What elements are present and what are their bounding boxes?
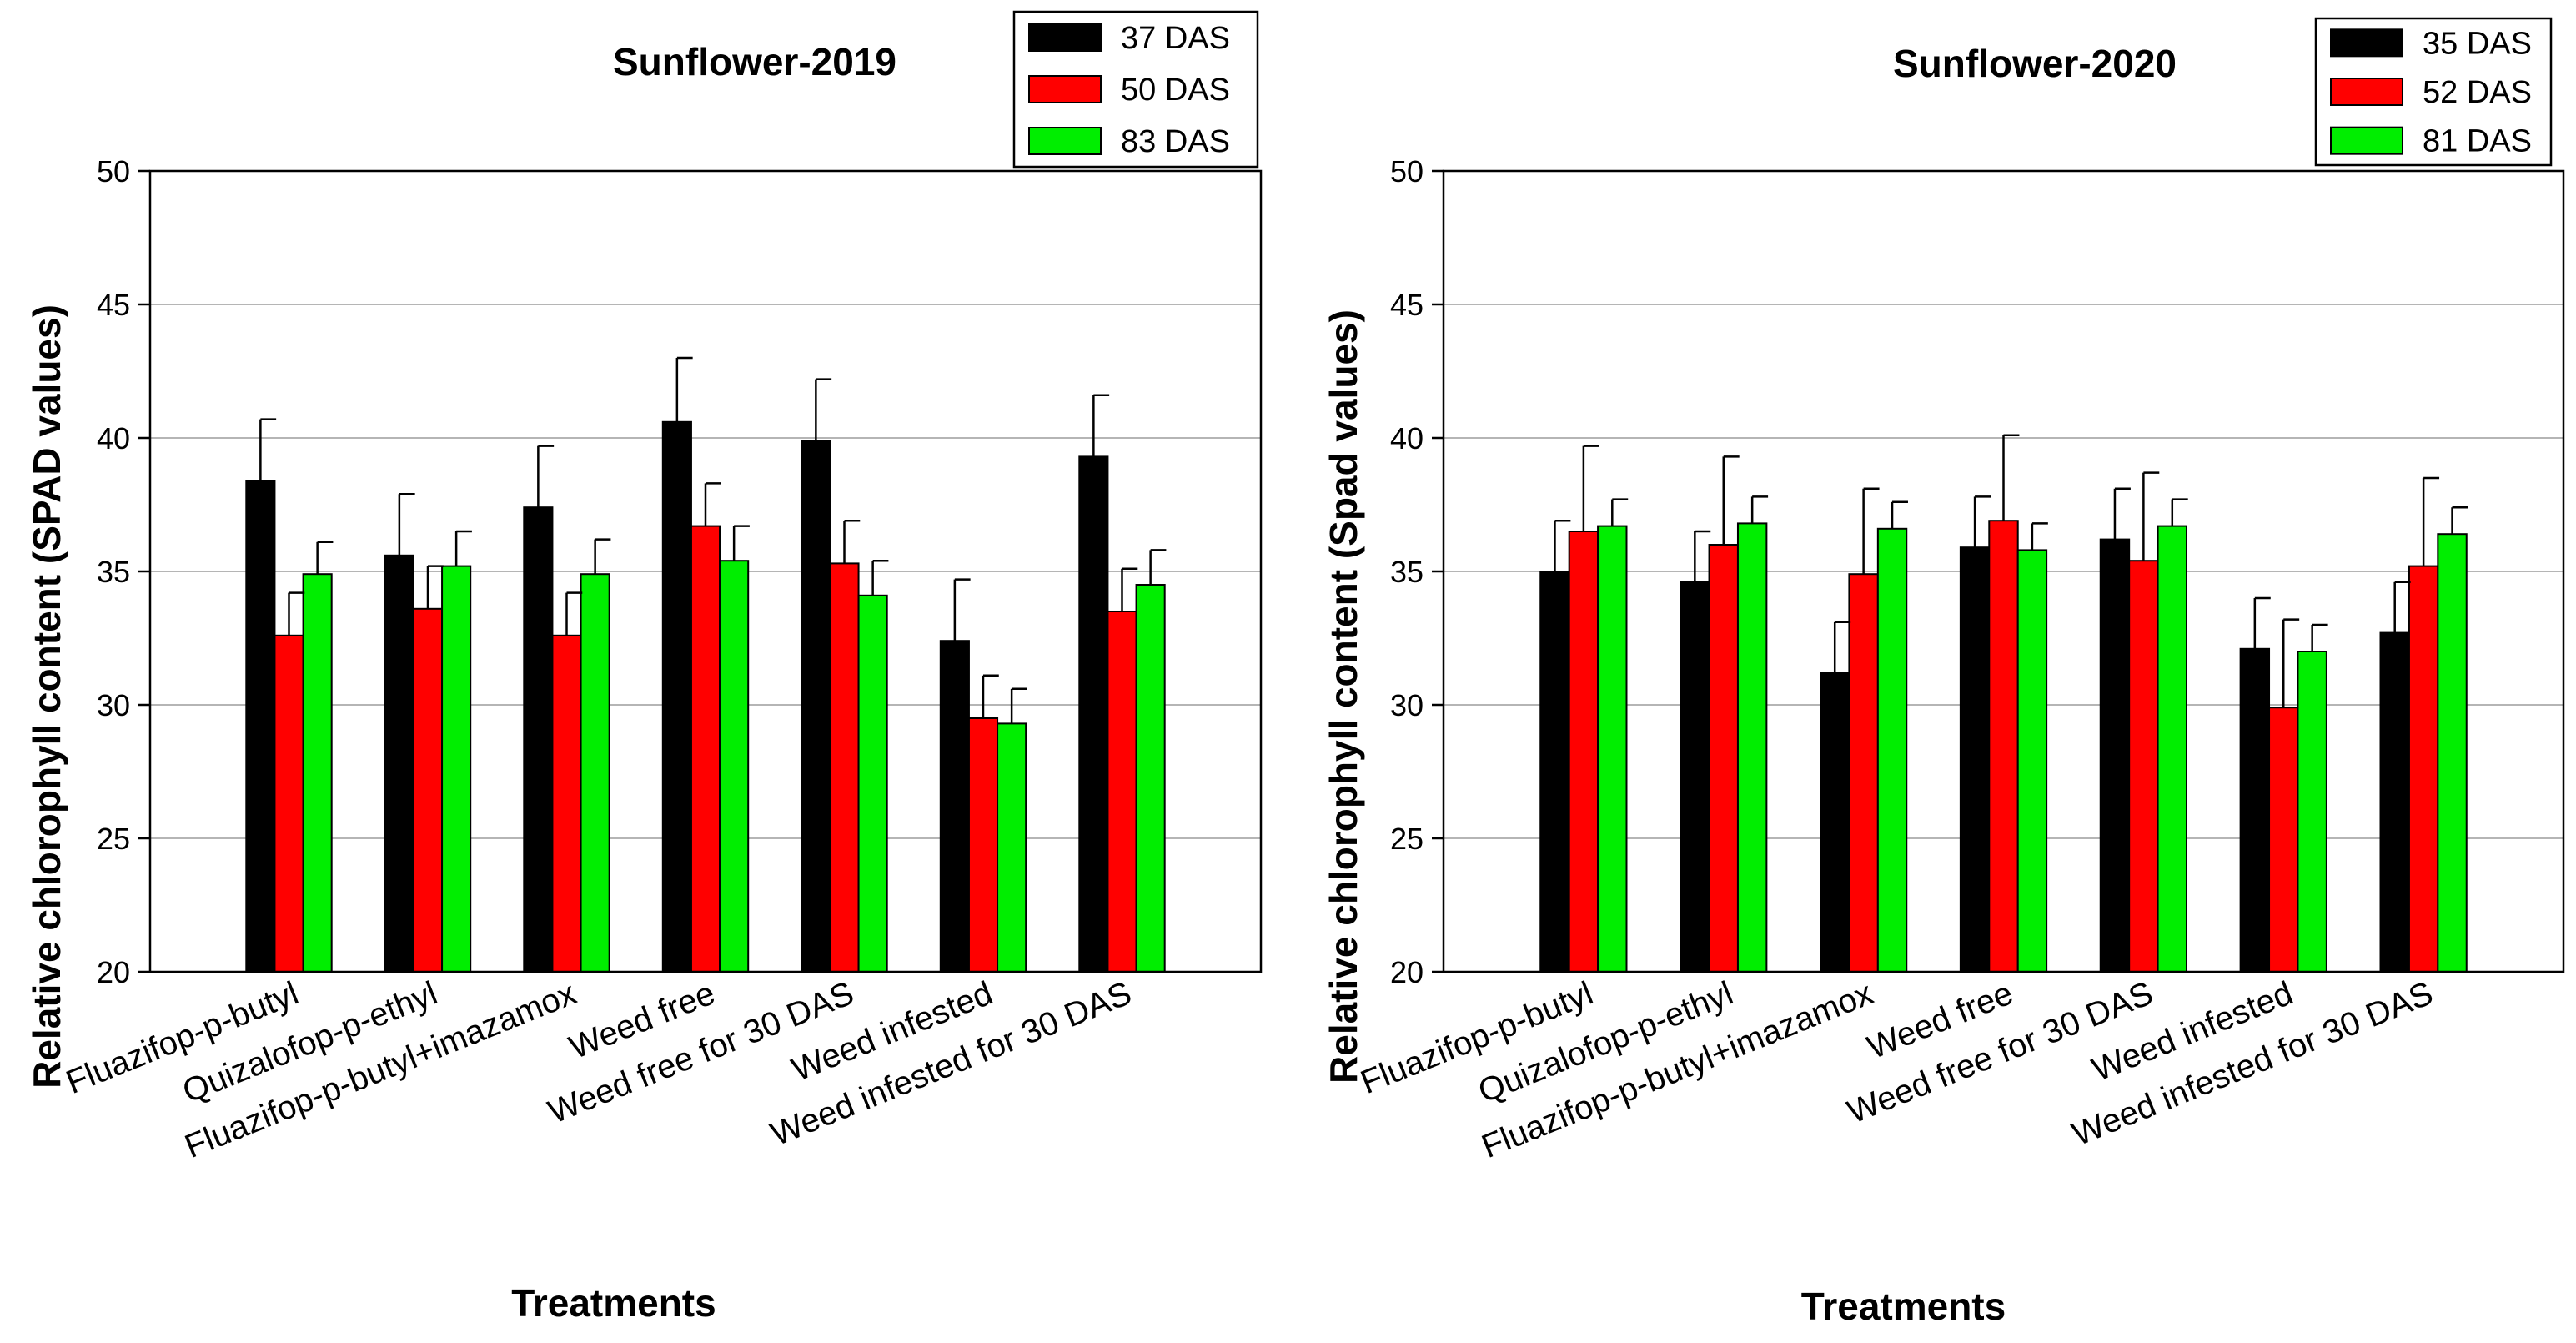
bar [1568,531,1599,973]
legend: 35 DAS 52 DAS 81 DAS [2314,17,2553,167]
bar [384,554,414,973]
y-axis-title: Relative chlorophyll content (Spad value… [1322,309,1365,1084]
bar [2437,533,2468,973]
legend-swatch [2330,78,2403,106]
y-tick-label: 35 [1390,555,1424,589]
bar [939,640,970,973]
y-tick-label: 40 [1390,421,1424,455]
bars [245,420,1166,973]
bar [690,525,721,973]
y-axis-title: Relative chlorophyll content (SPAD value… [25,304,68,1089]
legend-swatch [1028,75,1102,103]
bar [2297,651,2327,973]
bar [1959,546,1991,973]
error-bars [1554,434,2468,708]
bar [441,565,472,973]
legend: 37 DAS 50 DAS 83 DAS [1012,10,1259,169]
bar [302,573,333,973]
bar [1736,522,1768,973]
bar [2268,707,2299,973]
y-tick-label: 50 [1390,154,1424,189]
bar [1820,672,1850,973]
bar [1988,520,2019,973]
bar [580,573,610,973]
legend-label: 50 DAS [1121,73,1230,108]
bar [829,562,860,973]
bar [551,634,582,973]
bar [412,607,444,973]
bar [2016,549,2048,973]
x-axis: Fluazifop-p-butylQuizalofop-p-ethylFluaz… [1356,975,2438,1166]
legend-label: 52 DAS [2423,75,2532,110]
y-tick-label: 25 [97,822,130,856]
bar [997,722,1027,973]
legend-swatch [1028,127,1102,155]
bar [1848,573,1879,973]
bar [245,480,276,973]
x-axis-title: Treatments [511,1281,716,1325]
bars [1539,520,2468,973]
bar [1135,584,1166,973]
y-tick-label: 50 [97,154,130,189]
bar [661,420,692,973]
bar [2157,525,2187,973]
legend-label: 81 DAS [2423,124,2532,159]
chart-panel-2020: 20 25 30 35 40 45 50 Fluazifop-p-butylQuizalof… [1322,17,2565,1328]
bar [2239,647,2271,973]
chart-title: Sunflower-2019 [613,40,896,83]
bar [1708,544,1739,973]
legend-swatch [2330,28,2403,58]
y-tick-label: 20 [97,955,130,989]
legend-swatch [1028,23,1102,52]
bar [801,440,831,973]
x-axis-title: Treatments [1801,1285,2006,1328]
bar [2379,631,2410,973]
bar [1107,611,1137,973]
y-axis: 20 25 30 35 40 45 50 [97,154,150,989]
y-tick-label: 45 [97,288,130,322]
bar [1597,525,1628,973]
y-axis: 20 25 30 35 40 45 50 [1390,154,1444,989]
bar [1680,581,1710,973]
bar [719,560,750,973]
bar [2099,538,2131,973]
legend-swatch [2330,126,2403,155]
bar [2408,565,2439,973]
chart-title: Sunflower-2020 [1893,42,2177,85]
x-axis: Fluazifop-p-butylQuizalofop-p-ethylFluaz… [61,975,1137,1166]
bar [1876,527,1908,973]
legend-label: 37 DAS [1121,21,1230,56]
bar [967,717,999,973]
error-bars [259,356,1167,724]
bar [274,634,304,973]
bar [523,506,554,973]
chart-panel-2019: 20 25 30 35 40 45 50 Fluazifop-p-butylQuizalof… [25,10,1263,1325]
legend-label: 83 DAS [1121,124,1230,159]
y-tick-label: 35 [97,555,130,589]
y-tick-label: 40 [97,421,130,455]
bar [2128,560,2159,973]
bar [1539,571,1570,973]
bar [1078,455,1109,973]
y-tick-label: 20 [1390,955,1424,989]
legend-label: 35 DAS [2423,26,2532,61]
bar [857,594,888,973]
y-tick-label: 25 [1390,822,1424,856]
y-tick-label: 45 [1390,288,1424,322]
y-tick-label: 30 [1390,688,1424,722]
y-tick-label: 30 [97,688,130,722]
